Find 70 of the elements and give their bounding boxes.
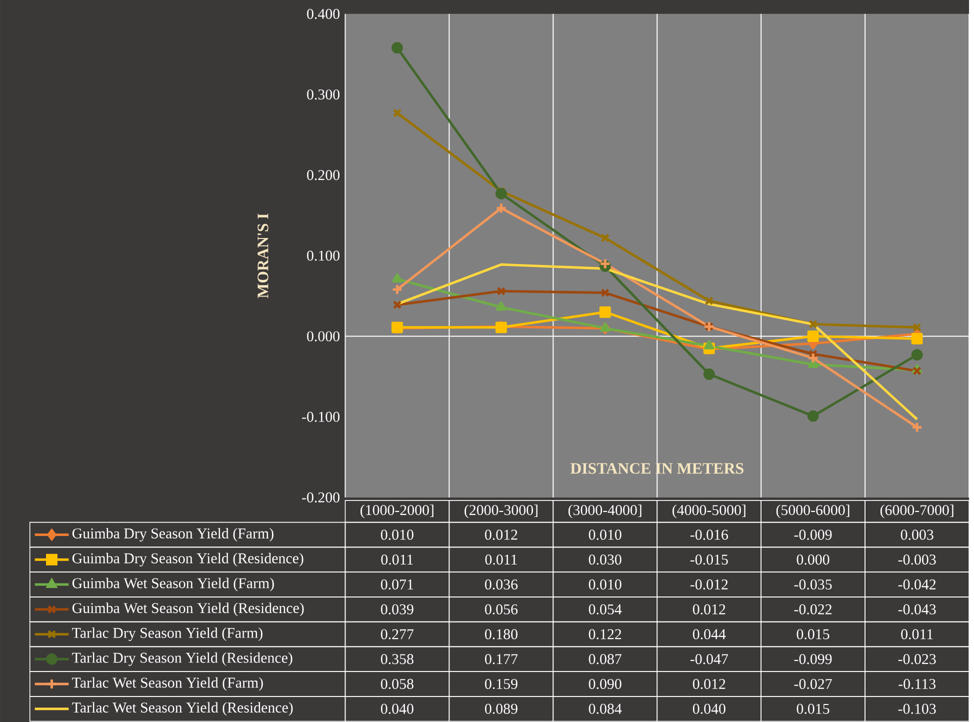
data-label: 0.058: [380, 678, 414, 689]
data-label: 0.010: [588, 530, 622, 540]
data-label: -0.113: [898, 678, 936, 689]
x-tick-label: (1000-2000]: [360, 504, 434, 518]
y-axis-title: MORAN'S I: [258, 213, 268, 298]
data-label: 0.011: [485, 554, 517, 565]
y-tick-label: -0.100: [302, 412, 340, 422]
y-tick-label: -0.200: [302, 492, 340, 502]
y-tick-label: 0.400: [307, 8, 340, 19]
x-tick-label: (2000-3000]: [464, 504, 538, 518]
data-label: -0.003: [898, 554, 936, 565]
data-label: 0.036: [485, 579, 518, 590]
data-label: 0.056: [485, 604, 518, 614]
data-label: 0.277: [380, 629, 414, 640]
data-label: -0.043: [898, 604, 936, 614]
data-label: -0.009: [794, 530, 832, 540]
data-label: -0.016: [690, 530, 728, 540]
data-label: -0.015: [690, 554, 728, 565]
x-tick-label: (5000-6000]: [776, 504, 850, 518]
data-label: 0.015: [796, 704, 830, 714]
legend-label: Tarlac Dry Season Yield (Farm): [72, 627, 262, 641]
data-label: -0.103: [898, 704, 936, 714]
data-label: -0.022: [794, 604, 832, 614]
legend-label: Guimba Wet Season Yield (Residence): [72, 602, 304, 616]
x-tick-label: (4000-5000]: [672, 504, 746, 518]
legend-label: Tarlac Dry Season Yield (Residence): [72, 652, 292, 666]
data-label: 0.084: [588, 704, 622, 714]
data-label: 0.040: [380, 704, 414, 714]
data-label: 0.011: [901, 629, 933, 640]
legend-label: Guimba Wet Season Yield (Farm): [72, 578, 274, 592]
x-tick-label: (6000-7000]: [880, 504, 954, 518]
data-label: 0.358: [380, 654, 414, 664]
data-label: 0.044: [692, 629, 726, 640]
data-label: 0.159: [485, 678, 518, 689]
legend-label: Tarlac Wet Season Yield (Residence): [72, 702, 293, 716]
data-label: -0.027: [794, 678, 832, 689]
data-label: -0.042: [898, 579, 936, 590]
data-label: -0.047: [690, 654, 728, 664]
data-label: 0.177: [485, 654, 518, 664]
data-label: 0.015: [796, 629, 830, 640]
data-label: 0.122: [588, 629, 622, 640]
y-tick-label: 0.300: [307, 89, 340, 100]
data-label: 0.000: [796, 554, 830, 565]
legend-label: Guimba Dry Season Yield (Residence): [72, 552, 304, 566]
data-label: 0.010: [380, 530, 414, 540]
data-label: 0.010: [588, 579, 622, 590]
data-label: 0.039: [380, 604, 414, 614]
legend-label: Guimba Dry Season Yield (Farm): [72, 528, 274, 542]
data-label: -0.035: [794, 579, 832, 590]
data-label: 0.054: [588, 604, 622, 614]
data-label: 0.030: [588, 554, 622, 565]
data-label: -0.023: [898, 654, 936, 664]
legend-label: Tarlac Wet Season Yield (Farm): [72, 677, 263, 691]
y-tick-label: 0.000: [307, 331, 340, 342]
data-label: -0.099: [794, 654, 832, 664]
data-label: 0.090: [588, 678, 622, 689]
data-label: -0.012: [690, 579, 728, 590]
data-label: 0.087: [588, 654, 622, 664]
data-label: 0.040: [692, 704, 726, 714]
y-tick-label: 0.200: [307, 170, 340, 180]
data-label: 0.011: [381, 554, 413, 565]
data-label: 0.012: [485, 530, 518, 540]
data-label: 0.071: [380, 579, 414, 590]
data-label: 0.012: [692, 604, 726, 614]
x-tick-label: (3000-4000]: [568, 504, 642, 518]
data-label: 0.012: [692, 678, 726, 689]
data-label: 0.180: [485, 629, 518, 640]
data-label: 0.003: [900, 530, 934, 540]
data-label: 0.089: [485, 704, 518, 714]
y-tick-label: 0.100: [307, 250, 340, 261]
